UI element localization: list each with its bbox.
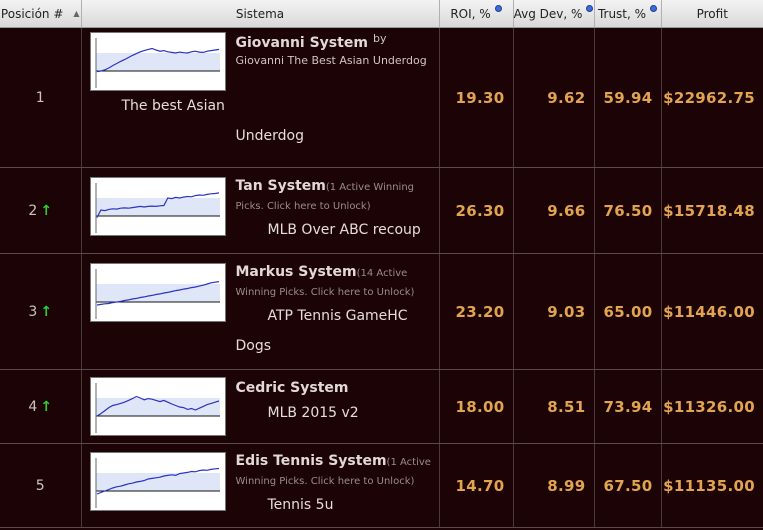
equity-line [95,191,219,218]
roi-value: 14.70 [439,443,514,528]
chart-band [95,398,220,416]
roi-value: 26.30 [439,167,514,254]
equity-line [96,467,219,495]
column-header-position-label: Posición # [0,6,64,21]
avg-dev-value: 9.03 [513,253,595,370]
avg-dev-value: 8.99 [513,443,595,528]
system-description: MLB Over ABC recoup [267,221,421,238]
roi-value: 18.00 [439,369,514,444]
column-header-avg-dev[interactable]: Avg Dev, % [513,0,595,28]
system-name-link[interactable]: Edis Tennis System [235,452,387,469]
position-number: 5 [35,477,45,494]
trend-up-arrow-icon: ↑ [40,303,53,320]
equity-line [96,47,219,72]
column-header-avg-dev-label: Avg Dev, % [513,6,583,21]
sparkline-chart [95,268,220,319]
system-description-continued: Underdog [235,127,304,144]
position-number: 4 [28,398,38,415]
column-header-profit-label: Profit [696,6,728,21]
trend-up-arrow-icon: ↑ [40,398,53,415]
by-label: by [373,31,387,45]
system-name-link[interactable]: Tan System [235,177,326,194]
system-description-continued: Dogs [235,337,272,354]
column-header-roi-label: ROI, % [450,6,491,21]
trust-value: 67.50 [594,443,662,528]
info-icon[interactable] [586,5,594,12]
roi-value: 23.20 [439,253,514,370]
system-description: MLB 2015 v2 [267,405,359,421]
sparkline-chart [95,457,220,508]
chart-band [95,52,220,71]
system-cell: Markus System(14 Active Winning Picks. C… [81,253,440,370]
sort-ascending-icon[interactable]: ▲ [73,9,80,18]
position-number: 2 [28,202,38,219]
system-name-link[interactable]: Cedric System [235,380,349,396]
table-row[interactable]: 4 ↑ Cedric System MLB 2015 v2 18.00 8.51 … [0,369,763,444]
equity-chart-thumbnail[interactable] [89,377,226,436]
position-number: 3 [28,303,38,320]
position-cell: 5 [0,443,82,528]
system-cell: Tan System(1 Active Winning Picks. Click… [81,167,440,254]
table-header-row: Posición # ▲ Sistema ROI, % Avg Dev, % Tr… [0,0,763,28]
column-header-trust-label: Trust, % [597,6,647,21]
unlock-picks-link[interactable]: (14 Active Winning Picks. Click here to … [235,267,415,298]
system-author: Giovanni The Best Asian Underdog [235,53,427,67]
equity-line [96,280,219,306]
sparkline-chart [95,37,220,88]
column-header-trust[interactable]: Trust, % [594,0,662,28]
system-cell: Edis Tennis System(1 Active Winning Pick… [81,443,440,528]
sparkline-chart [95,383,220,433]
trust-value: 65.00 [594,253,662,370]
equity-chart-thumbnail[interactable] [89,262,226,322]
avg-dev-value: 9.66 [513,167,595,254]
equity-chart-thumbnail[interactable] [89,176,226,236]
column-header-roi[interactable]: ROI, % [439,0,514,28]
system-cell: Cedric System MLB 2015 v2 [81,369,440,444]
trust-value: 73.94 [594,369,662,444]
column-header-system-label: Sistema [235,6,285,21]
system-description: ATP Tennis GameHC [267,307,408,324]
avg-dev-value: 9.62 [513,27,595,168]
chart-band [95,472,220,491]
equity-chart-thumbnail[interactable] [89,31,226,91]
profit-value: $15718.48 [661,167,763,254]
chart-band [95,283,220,302]
avg-dev-value: 8.51 [513,369,595,444]
info-icon[interactable] [650,5,658,12]
chart-band [95,197,220,216]
system-description: Tennis 5u [267,496,334,513]
position-cell: 1 [0,27,82,168]
profit-value: $22962.75 [661,27,763,168]
table-row[interactable]: 5 Edis Tennis System(1 Active Winning Pi… [0,443,763,528]
sparkline-chart [95,182,220,233]
position-cell: 4 ↑ [0,369,82,444]
system-name-link[interactable]: Giovanni System [235,34,368,51]
profit-value: $11135.00 [661,443,763,528]
unlock-picks-link[interactable]: (1 Active Winning Picks. Click here to U… [235,456,431,487]
column-header-system[interactable]: Sistema [81,0,440,28]
position-cell: 3 ↑ [0,253,82,370]
system-description: The best Asian [121,97,225,114]
system-name-link[interactable]: Markus System [235,263,357,280]
trend-up-arrow-icon: ↑ [40,202,53,219]
roi-value: 19.30 [439,27,514,168]
column-header-position[interactable]: Posición # ▲ [0,0,82,28]
profit-value: $11326.00 [661,369,763,444]
column-header-profit[interactable]: Profit [661,0,763,28]
trust-value: 76.50 [594,167,662,254]
table-row[interactable]: 3 ↑ Markus System(14 Active Winning Picks… [0,253,763,370]
unlock-picks-link[interactable]: (1 Active Winning Picks. Click here to U… [235,181,415,212]
equity-chart-thumbnail[interactable] [89,451,226,511]
table-row[interactable]: 1 Giovanni System by Giovanni The Best A… [0,27,763,168]
equity-line [96,395,219,417]
table-row[interactable]: 2 ↑ Tan System(1 Active Winning Picks. Cl… [0,167,763,254]
system-cell: Giovanni System by Giovanni The Best Asi… [81,27,440,168]
position-cell: 2 ↑ [0,167,82,254]
profit-value: $11446.00 [661,253,763,370]
trust-value: 59.94 [594,27,662,168]
info-icon[interactable] [494,5,502,12]
position-number: 1 [35,89,45,106]
